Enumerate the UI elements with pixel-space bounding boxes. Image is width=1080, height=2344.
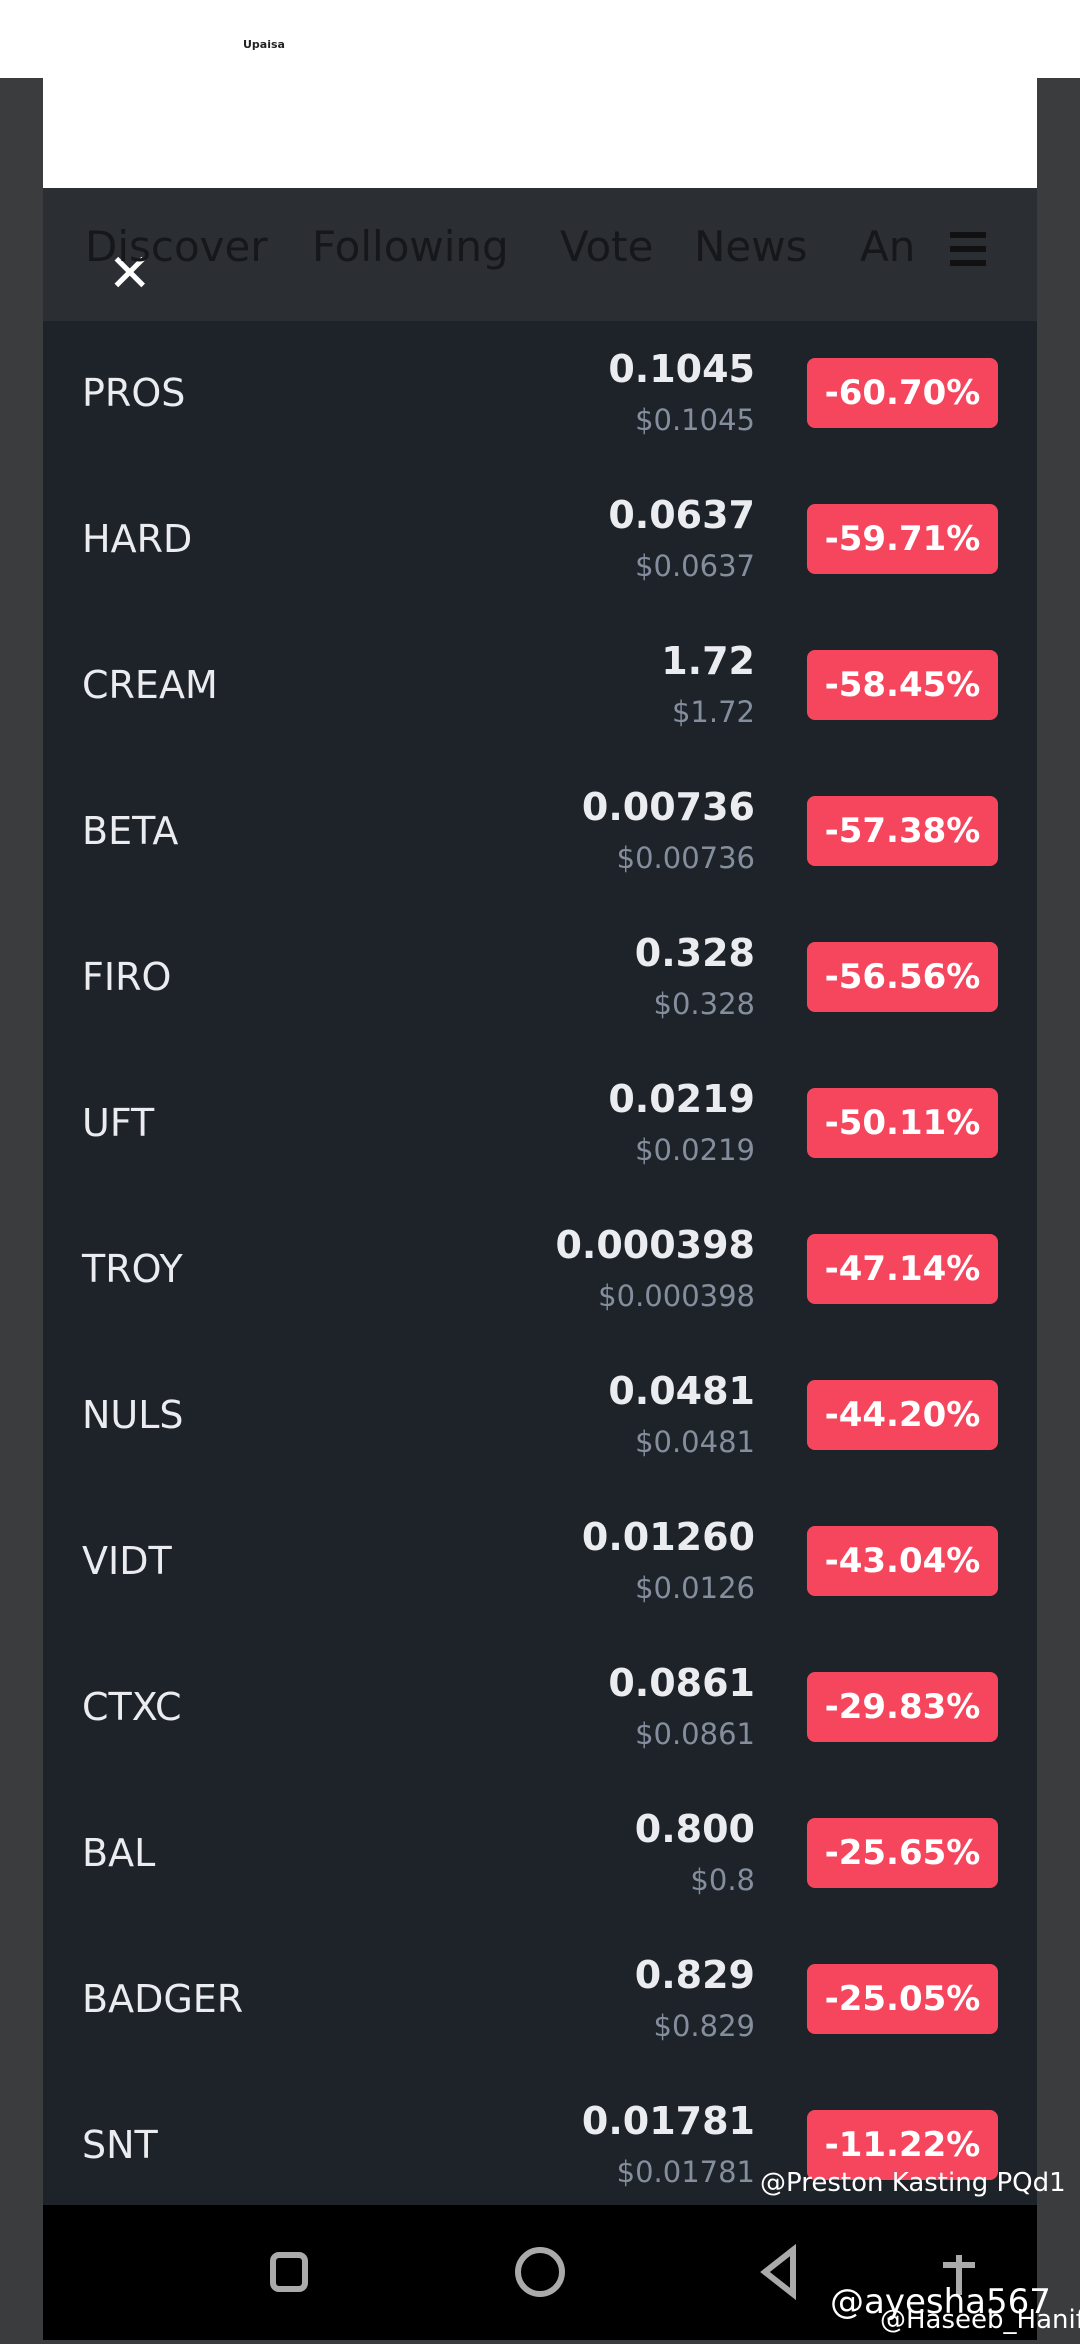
tab-bar bbox=[43, 188, 1037, 321]
coin-row[interactable]: BADGER 0.829 $0.829 -25.05% bbox=[43, 1927, 1037, 2073]
coin-row[interactable]: FIRO 0.328 $0.328 -56.56% bbox=[43, 905, 1037, 1051]
change-badge[interactable]: -57.38% bbox=[807, 796, 998, 866]
usd-price: $0.1045 bbox=[635, 403, 755, 437]
coin-name: CTXC bbox=[82, 1685, 182, 1729]
coin-row[interactable]: NULS 0.0481 $0.0481 -44.20% bbox=[43, 1343, 1037, 1489]
tab[interactable]: Discover bbox=[85, 222, 268, 271]
change-badge[interactable]: -47.14% bbox=[807, 1234, 998, 1304]
usd-price: $0.0126 bbox=[635, 1571, 755, 1605]
coin-name: CREAM bbox=[82, 663, 218, 707]
price: 0.0637 bbox=[608, 493, 755, 537]
coin-name: BAL bbox=[82, 1831, 156, 1875]
coin-name: FIRO bbox=[82, 955, 172, 999]
change-badge[interactable]: -59.71% bbox=[807, 504, 998, 574]
usd-price: $0.0637 bbox=[635, 549, 755, 583]
tab[interactable]: Following bbox=[312, 222, 509, 271]
coin-name: NULS bbox=[82, 1393, 184, 1437]
watermark: @Preston Kasting PQd1 bbox=[760, 2168, 1066, 2198]
coin-row[interactable]: BAL 0.800 $0.8 -25.65% bbox=[43, 1781, 1037, 1927]
change-badge[interactable]: -44.20% bbox=[807, 1380, 998, 1450]
usd-price: $0.8 bbox=[690, 1863, 755, 1897]
usd-price: $0.01781 bbox=[616, 2155, 755, 2189]
price: 0.829 bbox=[634, 1953, 755, 1997]
price: 0.000398 bbox=[555, 1223, 755, 1267]
price: 1.72 bbox=[661, 639, 755, 683]
price: 0.00736 bbox=[581, 785, 755, 829]
usd-price: $0.0219 bbox=[635, 1133, 755, 1167]
logo: Upaisa bbox=[243, 38, 285, 51]
price: 0.01260 bbox=[581, 1515, 755, 1559]
change-badge[interactable]: -25.05% bbox=[807, 1964, 998, 2034]
coin-name: BETA bbox=[82, 809, 179, 853]
price: 0.1045 bbox=[608, 347, 755, 391]
menu-icon[interactable] bbox=[950, 232, 986, 266]
coin-row[interactable]: TROY 0.000398 $0.000398 -47.14% bbox=[43, 1197, 1037, 1343]
change-badge[interactable]: -29.83% bbox=[807, 1672, 998, 1742]
price: 0.0861 bbox=[608, 1661, 755, 1705]
change-badge[interactable]: -50.11% bbox=[807, 1088, 998, 1158]
price: 0.0219 bbox=[608, 1077, 755, 1121]
coin-row[interactable]: CTXC 0.0861 $0.0861 -29.83% bbox=[43, 1635, 1037, 1781]
coin-row[interactable]: VIDT 0.01260 $0.0126 -43.04% bbox=[43, 1489, 1037, 1635]
top-bar: Upaisa bbox=[0, 0, 1080, 78]
usd-price: $0.328 bbox=[653, 987, 755, 1021]
usd-price: $0.000398 bbox=[598, 1279, 755, 1313]
coin-name: HARD bbox=[82, 517, 193, 561]
nav-icons bbox=[270, 2243, 975, 2301]
price: 0.328 bbox=[634, 931, 755, 975]
usd-price: $0.829 bbox=[653, 2009, 755, 2043]
coin-name: PROS bbox=[82, 371, 186, 415]
usd-price: $1.72 bbox=[671, 695, 755, 729]
usd-price: $0.0481 bbox=[635, 1425, 755, 1459]
change-badge[interactable]: -11.22% bbox=[807, 2110, 998, 2180]
coin-name: VIDT bbox=[82, 1539, 172, 1583]
nav-bar bbox=[43, 2205, 1037, 2340]
coin-name: SNT bbox=[82, 2123, 158, 2167]
coin-row[interactable]: PROS 0.1045 $0.1045 -60.70% bbox=[43, 321, 1037, 467]
coin-row[interactable]: SNT 0.01781 $0.01781 -11.22% bbox=[43, 2073, 1037, 2205]
coin-row[interactable]: HARD 0.0637 $0.0637 -59.71% bbox=[43, 467, 1037, 613]
ad-panel bbox=[43, 78, 1037, 188]
home[interactable] bbox=[515, 2247, 565, 2297]
coin-name: UFT bbox=[82, 1101, 155, 1145]
tab[interactable]: Vote bbox=[560, 222, 654, 271]
change-badge[interactable]: -58.45% bbox=[807, 650, 998, 720]
usd-price: $0.00736 bbox=[616, 841, 755, 875]
coin-row[interactable]: CREAM 1.72 $1.72 -58.45% bbox=[43, 613, 1037, 759]
tab[interactable]: News bbox=[694, 222, 808, 271]
accessibility[interactable] bbox=[943, 2255, 975, 2295]
price: 0.0481 bbox=[608, 1369, 755, 1413]
watermark: @ayesha567 bbox=[830, 2282, 1051, 2322]
watermark: @Haseeb_Hanif bbox=[880, 2305, 1080, 2335]
price: 0.800 bbox=[634, 1807, 755, 1851]
change-badge[interactable]: -60.70% bbox=[807, 358, 998, 428]
change-badge[interactable]: -25.65% bbox=[807, 1818, 998, 1888]
change-badge[interactable]: -43.04% bbox=[807, 1526, 998, 1596]
coin-name: BADGER bbox=[82, 1977, 244, 2021]
recent-apps[interactable] bbox=[270, 2252, 308, 2292]
usd-price: $0.0861 bbox=[635, 1717, 755, 1751]
coin-row[interactable]: UFT 0.0219 $0.0219 -50.11% bbox=[43, 1051, 1037, 1197]
back[interactable] bbox=[760, 2243, 796, 2301]
coin-row[interactable]: BETA 0.00736 $0.00736 -57.38% bbox=[43, 759, 1037, 905]
change-badge[interactable]: -56.56% bbox=[807, 942, 998, 1012]
close-button[interactable]: ✕ bbox=[108, 244, 152, 304]
coin-list: PROS 0.1045 $0.1045 -60.70% HARD 0.0637 $0.063… bbox=[43, 321, 1037, 2205]
tab[interactable]: An bbox=[860, 222, 916, 271]
coin-name: TROY bbox=[82, 1247, 183, 1291]
price: 0.01781 bbox=[581, 2099, 755, 2143]
